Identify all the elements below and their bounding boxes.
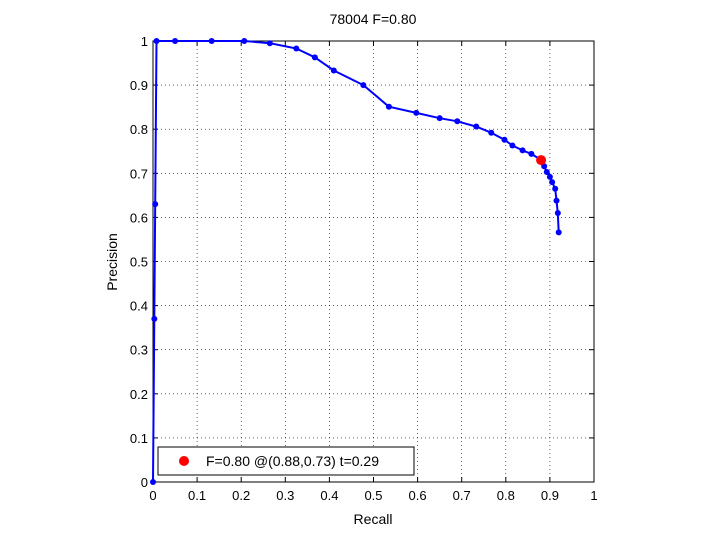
pr-curve-point (473, 123, 480, 130)
pr-curve-point (553, 197, 560, 204)
pr-curve-point (528, 150, 535, 157)
pr-curve-point (293, 45, 300, 52)
pr-curve-point (543, 168, 550, 175)
pr-curve-point (501, 136, 508, 143)
x-tick-label: 0.5 (364, 488, 382, 503)
x-tick-label: 0.8 (497, 488, 515, 503)
pr-curve-point (266, 40, 273, 47)
pr-curve-point (552, 185, 559, 192)
pr-curve-point (208, 38, 215, 44)
pr-curve-point (519, 147, 526, 154)
pr-curve-point (554, 209, 561, 216)
y-tick-label: 0.7 (130, 166, 148, 181)
x-tick-label: 0.4 (320, 488, 338, 503)
y-tick-label: 0 (141, 475, 148, 490)
pr-curve-point (549, 179, 556, 186)
pr-curve-point (436, 115, 443, 122)
pr-curve-point (172, 38, 179, 44)
x-tick-label: 0.6 (409, 488, 427, 503)
y-tick-label: 0.1 (130, 431, 148, 446)
y-tick-label: 0.8 (130, 122, 148, 137)
pr-curve-point (150, 479, 156, 485)
pr-curve-point (311, 54, 318, 61)
x-tick-label: 0 (149, 488, 156, 503)
grid (153, 41, 594, 482)
pr-curve-point (509, 142, 516, 149)
best-f-point (536, 155, 547, 166)
pr-curve-point (151, 315, 158, 322)
legend: F=0.80 @(0.88,0.73) t=0.29 (157, 446, 415, 476)
y-tick-label: 0.4 (130, 299, 148, 314)
y-tick-label: 0.2 (130, 387, 148, 402)
x-tick-label: 0.2 (232, 488, 250, 503)
pr-curve-point (330, 67, 337, 74)
highlight-layer (536, 155, 547, 166)
series-layer (150, 38, 562, 485)
pr-curve-point (153, 38, 160, 44)
pr-curve-point (555, 229, 562, 236)
x-axis-title: Recall (354, 511, 393, 527)
legend-marker (179, 456, 189, 466)
y-tick-label: 0.6 (130, 210, 148, 225)
pr-curve-point (360, 82, 367, 89)
legend-box (157, 446, 415, 476)
y-tick-label: 1 (141, 34, 148, 49)
y-tick-label: 0.3 (130, 343, 148, 358)
pr-curve-point (454, 118, 461, 125)
x-tick-label: 1 (590, 488, 597, 503)
y-axis-title: Precision (104, 233, 120, 291)
axis-ticks: 0 0.1 0.2 0.3 0.4 0.5 0.6 0.7 0.8 0.9 1 0 0.1 0.2 0.3 0… (130, 34, 598, 503)
x-tick-label: 0.3 (276, 488, 294, 503)
x-tick-label: 0.9 (541, 488, 559, 503)
legend-label: F=0.80 @(0.88,0.73) t=0.29 (206, 453, 379, 469)
pr-curve-point (488, 129, 495, 136)
pr-curve-point (546, 173, 553, 180)
y-tick-label: 0.5 (130, 255, 148, 270)
pr-curve-point (385, 103, 392, 110)
x-tick-label: 0.1 (188, 488, 206, 503)
pr-curve-point (413, 109, 420, 116)
y-tick-label: 0.9 (130, 78, 148, 93)
pr-curve-point (241, 38, 248, 44)
pr-curve-point (152, 201, 159, 208)
x-tick-label: 0.7 (453, 488, 471, 503)
chart-title: 78004 F=0.80 (330, 11, 417, 27)
